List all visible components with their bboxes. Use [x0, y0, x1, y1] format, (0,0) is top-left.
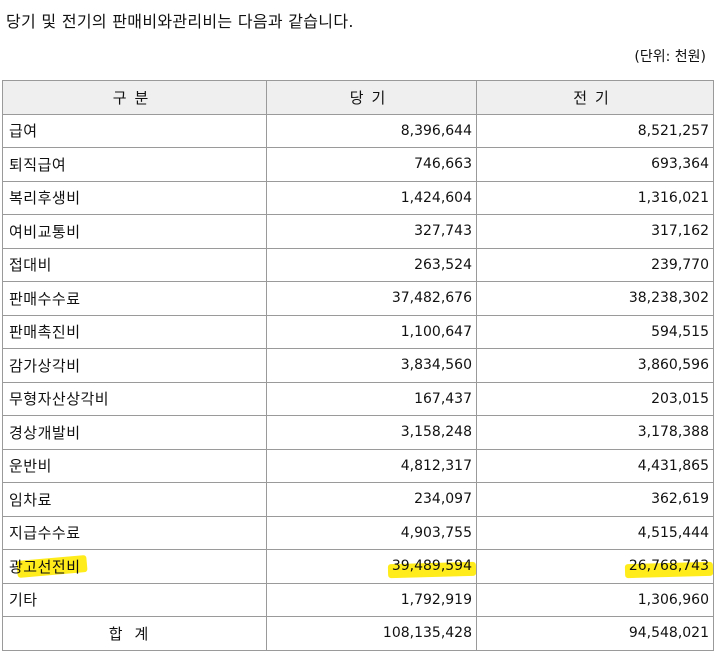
highlight-mark: 26,768,743	[628, 558, 709, 575]
prior-value: 8,521,257	[476, 113, 714, 148]
current-value: 1,424,604	[266, 180, 477, 215]
current-value: 3,834,560	[266, 348, 477, 383]
table-row: 감가상각비 3,834,560 3,860,596	[2, 348, 714, 383]
table-row: 판매수수료 37,482,676 38,238,302	[2, 281, 714, 316]
prior-value: 693,364	[476, 147, 714, 182]
table-row: 기타 1,792,919 1,306,960	[2, 582, 714, 617]
table-row: 접대비 263,524 239,770	[2, 247, 714, 282]
current-value: 39,489,594	[266, 549, 477, 584]
row-label: 감가상각비	[2, 348, 267, 383]
prior-value: 4,515,444	[476, 515, 714, 550]
current-value: 1,792,919	[266, 582, 477, 617]
table-row-highlighted: 광고선전비 39,489,594 26,768,743	[2, 549, 714, 584]
header-category: 구분	[2, 80, 267, 115]
row-label: 경상개발비	[2, 415, 267, 450]
current-value: 234,097	[266, 482, 477, 517]
table-row: 판매촉진비 1,100,647 594,515	[2, 314, 714, 349]
total-prior-value: 94,548,021	[476, 616, 714, 651]
row-label: 임차료	[2, 482, 267, 517]
row-label: 광고선전비	[2, 549, 267, 584]
prior-value: 203,015	[476, 381, 714, 416]
prior-value: 3,860,596	[476, 348, 714, 383]
prior-value: 26,768,743	[476, 549, 714, 584]
current-value: 263,524	[266, 247, 477, 282]
table-row: 운반비 4,812,317 4,431,865	[2, 448, 714, 483]
row-label: 운반비	[2, 448, 267, 483]
total-row: 합계 108,135,428 94,548,021	[2, 616, 714, 651]
row-label: 지급수수료	[2, 515, 267, 550]
header-row: 구분 당기 전기	[2, 80, 714, 115]
prior-value: 4,431,865	[476, 448, 714, 483]
table-row: 퇴직급여 746,663 693,364	[2, 147, 714, 182]
sga-expense-table: 구분 당기 전기 급여 8,396,644 8,521,257 퇴직급여 746…	[2, 80, 714, 651]
table-row: 임차료 234,097 362,619	[2, 482, 714, 517]
table-row: 지급수수료 4,903,755 4,515,444	[2, 515, 714, 550]
row-label: 판매수수료	[2, 281, 267, 316]
table-row: 여비교통비 327,743 317,162	[2, 214, 714, 249]
current-value: 8,396,644	[266, 113, 477, 148]
current-value: 327,743	[266, 214, 477, 249]
prior-value: 38,238,302	[476, 281, 714, 316]
table-row: 급여 8,396,644 8,521,257	[2, 113, 714, 148]
current-value: 4,903,755	[266, 515, 477, 550]
current-value: 4,812,317	[266, 448, 477, 483]
row-label: 복리후생비	[2, 180, 267, 215]
current-value: 1,100,647	[266, 314, 477, 349]
row-label: 퇴직급여	[2, 147, 267, 182]
row-label: 급여	[2, 113, 267, 148]
header-current-period: 당기	[266, 80, 477, 115]
row-label: 기타	[2, 582, 267, 617]
prior-value: 1,316,021	[476, 180, 714, 215]
highlight-mark: 광고선전비	[9, 557, 81, 576]
highlight-mark: 39,489,594	[391, 558, 472, 575]
table-row: 복리후생비 1,424,604 1,316,021	[2, 180, 714, 215]
prior-value: 1,306,960	[476, 582, 714, 617]
header-prior-period: 전기	[476, 80, 714, 115]
intro-text: 당기 및 전기의 판매비와관리비는 다음과 같습니다.	[6, 12, 354, 31]
row-label: 무형자산상각비	[2, 381, 267, 416]
row-label: 여비교통비	[2, 214, 267, 249]
current-value: 37,482,676	[266, 281, 477, 316]
prior-value: 317,162	[476, 214, 714, 249]
total-label: 합계	[2, 616, 267, 651]
current-value: 746,663	[266, 147, 477, 182]
prior-value: 594,515	[476, 314, 714, 349]
prior-value: 239,770	[476, 247, 714, 282]
row-label: 접대비	[2, 247, 267, 282]
current-value: 3,158,248	[266, 415, 477, 450]
table-row: 무형자산상각비 167,437 203,015	[2, 381, 714, 416]
current-value: 167,437	[266, 381, 477, 416]
table-row: 경상개발비 3,158,248 3,178,388	[2, 415, 714, 450]
row-label: 판매촉진비	[2, 314, 267, 349]
unit-label: (단위: 천원)	[634, 49, 706, 65]
total-current-value: 108,135,428	[266, 616, 477, 651]
prior-value: 362,619	[476, 482, 714, 517]
prior-value: 3,178,388	[476, 415, 714, 450]
